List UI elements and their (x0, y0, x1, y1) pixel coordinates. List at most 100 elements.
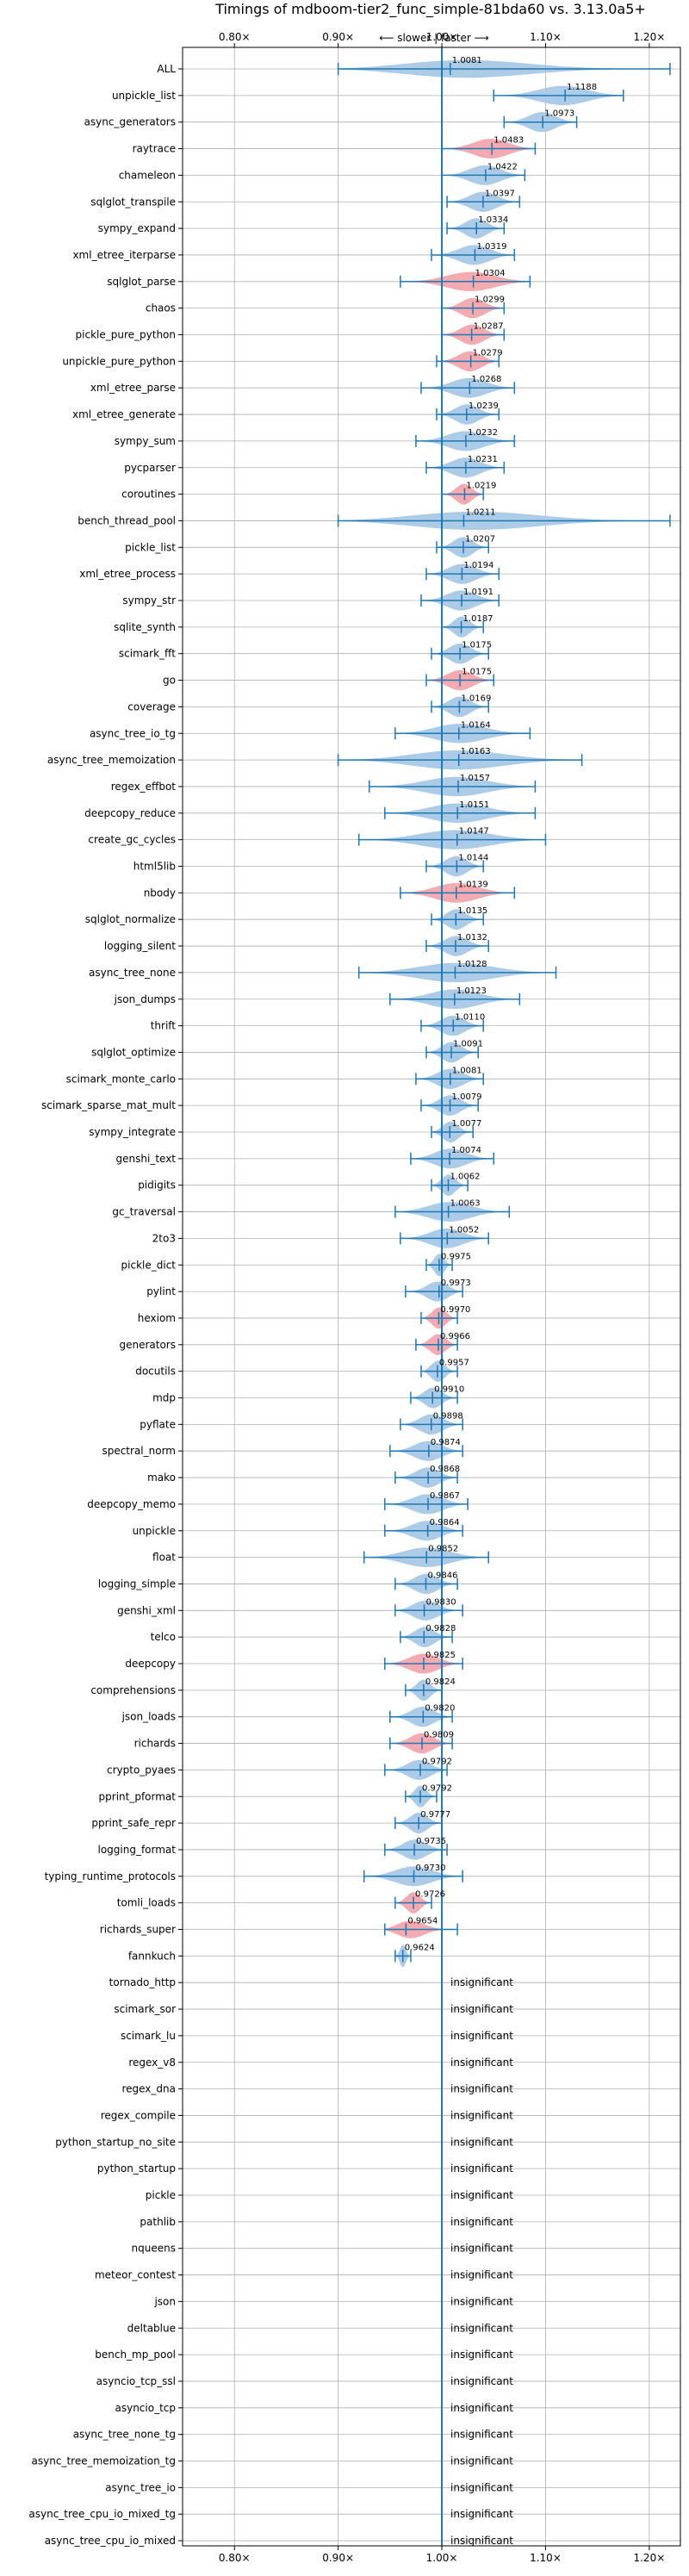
value-label: 1.0268 (471, 375, 501, 384)
value-label: 0.9874 (431, 1438, 461, 1447)
benchmark-name-label: pylint (146, 1285, 176, 1297)
benchmark-name-label: docutils (135, 1366, 176, 1378)
insignificant-label: insignificant (450, 2429, 513, 2441)
benchmark-name-label: asyncio_tcp (115, 2402, 176, 2414)
value-label: 1.0091 (453, 1039, 483, 1048)
value-label: 1.0077 (451, 1119, 481, 1129)
benchmark-name-label: pickle (146, 2189, 176, 2201)
insignificant-label: insignificant (450, 2243, 513, 2255)
benchmark-name-label: unpickle_pure_python (62, 355, 176, 367)
value-label: 0.9820 (425, 1704, 455, 1714)
value-label: 0.9975 (441, 1252, 471, 1261)
benchmark-name-label: sqlglot_transpile (90, 196, 176, 208)
insignificant-label: insignificant (450, 2109, 513, 2121)
value-label: 1.0319 (476, 242, 506, 252)
benchmark-name-label: telco (151, 1631, 176, 1643)
x-tick-label-top: 1.00× (426, 31, 458, 43)
chart-title: Timings of mdboom-tier2_func_simple-81bd… (214, 1, 646, 18)
benchmark-name-label: async_tree_memoization_tg (32, 2455, 176, 2467)
benchmark-name-label: hexiom (138, 1312, 176, 1324)
value-label: 1.0187 (463, 614, 493, 624)
benchmark-name-label: asyncio_tcp_ssl (96, 2375, 176, 2387)
value-label: 1.0239 (469, 401, 499, 411)
value-label: 1.0062 (450, 1173, 481, 1182)
benchmark-name-label: logging_format (97, 1844, 176, 1856)
violin-layer (337, 59, 671, 1968)
benchmark-name-label: nbody (144, 887, 176, 899)
insignificant-label: insignificant (450, 2136, 513, 2148)
insignificant-label: insignificant (450, 2216, 513, 2228)
benchmark-name-label: ALL (157, 63, 176, 75)
benchmark-name-label: python_startup (97, 2162, 176, 2175)
value-label: 0.9730 (416, 1864, 446, 1873)
benchmark-name-label: json (153, 2295, 176, 2307)
value-label: 1.0135 (457, 906, 487, 916)
benchmark-name-label: xml_etree_process (79, 568, 176, 580)
benchmark-name-label: genshi_xml (117, 1604, 176, 1616)
value-label: 1.0231 (468, 455, 498, 464)
benchmark-name-label: bench_thread_pool (78, 514, 176, 526)
benchmark-name-label: deepcopy_memo (87, 1498, 176, 1510)
x-tick-label-bottom: 1.20× (633, 2552, 665, 2564)
direction-label: ⟵ slower | faster ⟶ (379, 32, 489, 44)
value-label: 0.9654 (407, 1917, 438, 1926)
x-tick-label-bottom: 1.10× (530, 2552, 562, 2564)
benchmark-name-label: float (152, 1552, 176, 1564)
benchmark-name-label: gc_traversal (112, 1206, 176, 1218)
benchmark-name-label: python_startup_no_site (55, 2136, 176, 2148)
x-tick-label-bottom: 1.00× (426, 2552, 458, 2564)
benchmark-name-label: scimark_fft (119, 648, 176, 660)
insignificant-label: insignificant (450, 2162, 513, 2175)
value-label: 1.0279 (473, 348, 503, 358)
value-label: 1.0973 (544, 109, 574, 119)
value-label: 0.9867 (430, 1491, 460, 1501)
benchmark-name-label: sqlite_synth (114, 621, 176, 633)
benchmark-name-label: pprint_safe_repr (91, 1817, 176, 1829)
insignificant-label: insignificant (450, 2003, 513, 2015)
benchmark-name-label: unpickle_list (112, 90, 176, 102)
x-tick-label-bottom: 0.90× (322, 2552, 354, 2564)
benchmark-name-label: tornado_http (109, 1976, 176, 1988)
benchmark-name-label: async_generators (84, 116, 176, 128)
value-label: 0.9809 (424, 1731, 454, 1740)
value-label: 0.9852 (428, 1545, 458, 1554)
benchmark-name-label: coverage (127, 700, 176, 712)
benchmark-name-label: pickle_list (125, 541, 176, 553)
value-label: 0.9624 (405, 1943, 435, 1952)
value-label: 0.9970 (440, 1305, 470, 1315)
value-label: 1.0334 (478, 215, 508, 225)
benchmark-name-label: regex_effbot (111, 781, 177, 793)
value-label: 1.0063 (450, 1199, 481, 1209)
benchmark-name-label: pathlib (140, 2216, 176, 2228)
benchmark-name-label: xml_etree_iterparse (72, 249, 176, 261)
benchmark-name-label: async_tree_none (89, 967, 176, 979)
insignificant-label: insignificant (450, 1976, 513, 1988)
benchmark-name-label: richards_super (100, 1924, 176, 1936)
value-label: 1.0164 (461, 720, 491, 730)
value-label: 1.0081 (452, 56, 482, 65)
value-label: 0.9864 (430, 1518, 460, 1528)
benchmark-name-label: scimark_sparse_mat_mult (41, 1099, 176, 1111)
value-label: 1.1188 (567, 83, 597, 92)
insignificant-label: insignificant (450, 2295, 513, 2307)
value-label: 0.9830 (426, 1597, 456, 1607)
benchmark-name-label: 2to3 (152, 1232, 176, 1244)
value-label: 0.9910 (434, 1385, 464, 1395)
benchmark-name-label: typing_runtime_protocols (45, 1870, 176, 1882)
value-label: 0.9824 (425, 1677, 456, 1687)
benchmark-name-label: deltablue (127, 2322, 176, 2334)
benchmark-name-label: sqlglot_parse (107, 276, 176, 288)
benchmark-name-label: pidigits (138, 1179, 176, 1192)
value-label: 1.0191 (463, 588, 493, 597)
value-label: 1.0211 (465, 507, 495, 517)
insignificant-label: insignificant (450, 2375, 513, 2387)
value-label: 0.9792 (422, 1783, 452, 1793)
value-label: 1.0074 (451, 1146, 481, 1155)
benchmark-name-label: scimark_sor (114, 2003, 176, 2015)
benchmark-name-label: create_gc_cycles (88, 834, 176, 846)
benchmark-name-label: chameleon (119, 169, 176, 181)
value-label: 1.0151 (459, 800, 489, 810)
benchmark-name-label: richards (134, 1738, 176, 1750)
value-label: 1.0207 (465, 534, 495, 544)
benchmark-name-label: crypto_pyaes (107, 1764, 176, 1776)
